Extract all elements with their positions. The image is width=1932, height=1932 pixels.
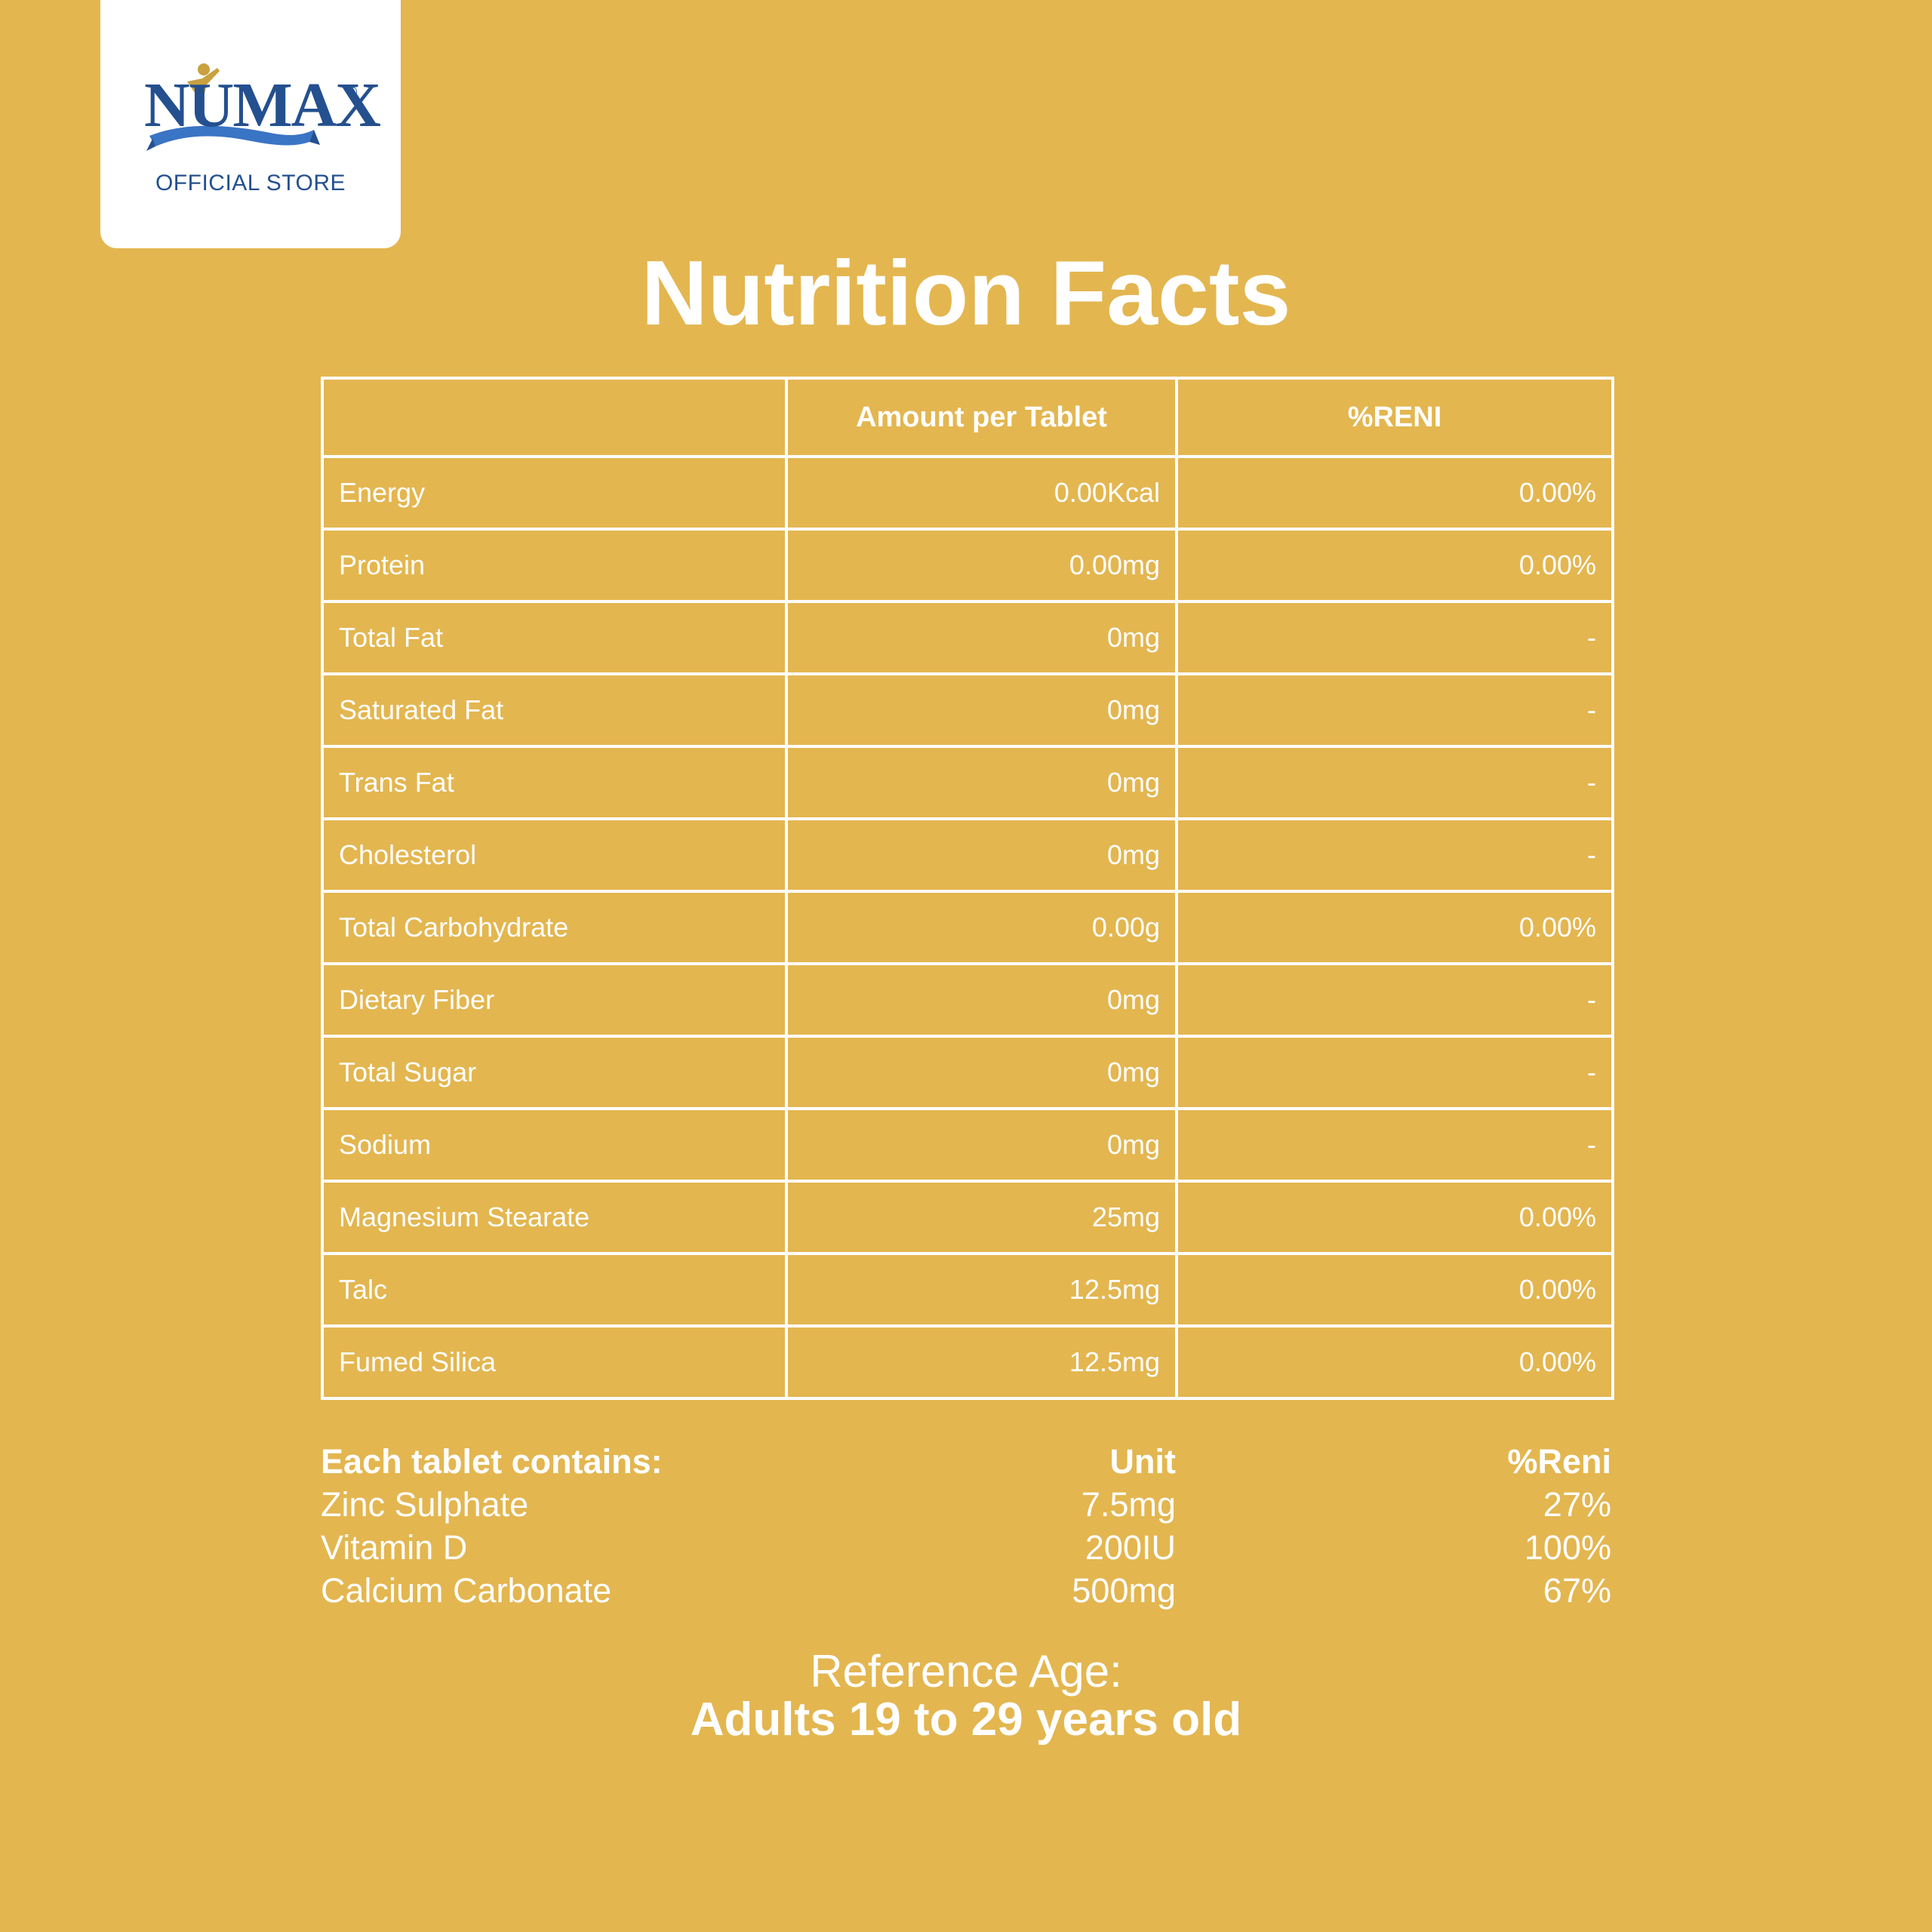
reni-cell: 0.00% [1175, 528, 1614, 603]
reni-cell: - [1175, 1035, 1614, 1110]
nutrition-facts-table: Amount per Tablet %RENI Energy 0.00Kcal 0.… [321, 377, 1614, 1400]
amount-cell: 25mg [785, 1180, 1178, 1255]
contents-item-unit: 200IU [1084, 1528, 1176, 1567]
nutrient-name-cell: Sodium [321, 1107, 788, 1183]
page-title: Nutrition Facts [641, 242, 1291, 344]
nutrient-name-cell: Cholesterol [321, 817, 788, 893]
table-row: Talc 12.5mg 0.00% [321, 1252, 1614, 1327]
table-header-row: Amount per Tablet %RENI [321, 377, 1614, 458]
nutrient-name-cell: Protein [321, 528, 788, 603]
nutrient-name-cell: Saturated Fat [321, 672, 788, 748]
contents-row: Zinc Sulphate 7.5mg 27% [321, 1483, 1611, 1526]
nutrient-name-cell: Fumed Silica [321, 1324, 788, 1400]
amount-cell: 0mg [785, 962, 1178, 1038]
amount-cell: 0mg [785, 600, 1178, 675]
contents-item-reni: 67% [1543, 1571, 1611, 1610]
table-row: Dietary Fiber 0mg - [321, 962, 1614, 1038]
table-row: Total Carbohydrate 0.00g 0.00% [321, 890, 1614, 965]
numax-logo-icon [146, 63, 320, 151]
contents-reni-label: %Reni [1507, 1442, 1611, 1481]
table-row: Cholesterol 0mg - [321, 817, 1614, 893]
nutrient-name-cell: Total Fat [321, 600, 788, 675]
nutrient-name-cell: Energy [321, 455, 788, 531]
contents-item-name: Vitamin D [321, 1528, 468, 1567]
amount-cell: 0mg [785, 817, 1178, 893]
amount-cell: 12.5mg [785, 1324, 1178, 1400]
contents-item-reni: 100% [1524, 1528, 1611, 1567]
amount-cell: 0mg [785, 672, 1178, 748]
table-row: Sodium 0mg - [321, 1107, 1614, 1183]
official-store-label: OFFICIAL STORE [155, 171, 346, 195]
table-body: Energy 0.00Kcal 0.00% Protein 0.00mg 0.00% Tot… [321, 455, 1614, 1400]
tablet-contents-section: Each tablet contains: Unit %Reni Zinc Su… [321, 1440, 1611, 1612]
nutrient-name-cell: Total Sugar [321, 1035, 788, 1110]
reni-cell: - [1175, 745, 1614, 820]
brand-wordmark: NUMAX [144, 70, 381, 140]
table-row: Total Fat 0mg - [321, 600, 1614, 675]
reni-cell: - [1175, 672, 1614, 748]
reference-age-value: Adults 19 to 29 years old [690, 1694, 1242, 1746]
amount-cell: 0mg [785, 745, 1178, 820]
reni-cell: - [1175, 817, 1614, 893]
table-row: Saturated Fat 0mg - [321, 672, 1614, 748]
header-nutrient [321, 377, 788, 458]
amount-cell: 0mg [785, 1107, 1178, 1183]
contents-item-name: Calcium Carbonate [321, 1571, 612, 1610]
contents-item-unit: 500mg [1072, 1571, 1176, 1610]
contents-item-name: Zinc Sulphate [321, 1485, 529, 1524]
contents-item-unit: 7.5mg [1081, 1485, 1176, 1524]
reference-age-label: Reference Age: [810, 1646, 1122, 1697]
amount-cell: 0.00g [785, 890, 1178, 965]
contents-header-row: Each tablet contains: Unit %Reni [321, 1440, 1611, 1483]
nutrient-name-cell: Talc [321, 1252, 788, 1327]
table-row: Total Sugar 0mg - [321, 1035, 1614, 1110]
nutrient-name-cell: Total Carbohydrate [321, 890, 788, 965]
header-reni: %RENI [1175, 377, 1614, 458]
table-row: Trans Fat 0mg - [321, 745, 1614, 820]
reni-cell: 0.00% [1175, 1252, 1614, 1327]
reni-cell: - [1175, 962, 1614, 1038]
table-row: Energy 0.00Kcal 0.00% [321, 455, 1614, 531]
reni-cell: 0.00% [1175, 1324, 1614, 1400]
table-row: Fumed Silica 12.5mg 0.00% [321, 1324, 1614, 1400]
registered-mark: ® [347, 85, 358, 100]
nutrient-name-cell: Dietary Fiber [321, 962, 788, 1038]
amount-cell: 12.5mg [785, 1252, 1178, 1327]
amount-cell: 0.00mg [785, 528, 1178, 603]
amount-cell: 0mg [785, 1035, 1178, 1110]
table-row: Magnesium Stearate 25mg 0.00% [321, 1180, 1614, 1255]
reni-cell: - [1175, 1107, 1614, 1183]
reni-cell: 0.00% [1175, 455, 1614, 531]
header-amount-per-tablet: Amount per Tablet [785, 377, 1178, 458]
amount-cell: 0.00Kcal [785, 455, 1178, 531]
brand-logo-card: NUMAX ® OFFICIAL STORE [100, 0, 401, 248]
reni-cell: 0.00% [1175, 1180, 1614, 1255]
contents-unit-label: Unit [1109, 1442, 1176, 1481]
contents-heading: Each tablet contains: [321, 1442, 663, 1481]
table-row: Protein 0.00mg 0.00% [321, 528, 1614, 603]
reni-cell: - [1175, 600, 1614, 675]
reni-cell: 0.00% [1175, 890, 1614, 965]
contents-row: Vitamin D 200IU 100% [321, 1526, 1611, 1569]
nutrient-name-cell: Trans Fat [321, 745, 788, 820]
contents-row: Calcium Carbonate 500mg 67% [321, 1569, 1611, 1612]
nutrient-name-cell: Magnesium Stearate [321, 1180, 788, 1255]
contents-item-reni: 27% [1543, 1485, 1611, 1524]
